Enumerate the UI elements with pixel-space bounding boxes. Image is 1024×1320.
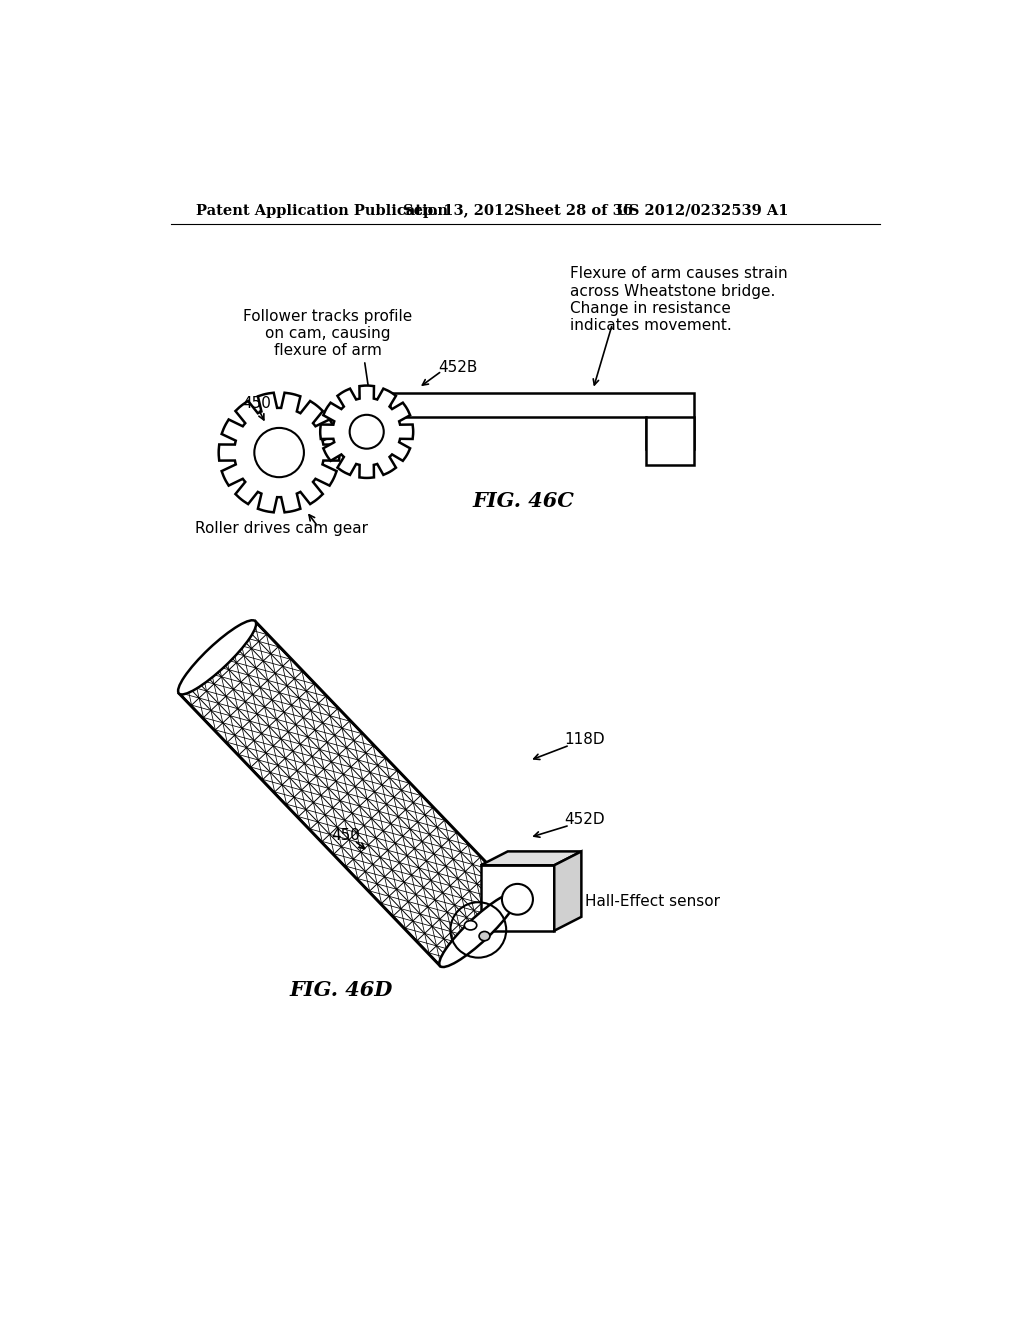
Polygon shape: [219, 393, 340, 512]
Text: 450: 450: [243, 396, 271, 411]
Ellipse shape: [464, 921, 477, 929]
Text: Sheet 28 of 36: Sheet 28 of 36: [514, 203, 633, 218]
Bar: [480, 866, 554, 931]
Text: 450: 450: [331, 829, 359, 843]
Text: Follower tracks profile
on cam, causing
flexure of arm: Follower tracks profile on cam, causing …: [244, 309, 413, 358]
Text: FIG. 46C: FIG. 46C: [472, 491, 574, 511]
Polygon shape: [321, 385, 414, 478]
Text: Hall-Effect sensor: Hall-Effect sensor: [586, 894, 720, 909]
Polygon shape: [480, 851, 582, 866]
Text: US 2012/0232539 A1: US 2012/0232539 A1: [616, 203, 788, 218]
Bar: [646, 417, 693, 465]
Polygon shape: [554, 851, 582, 931]
Circle shape: [502, 884, 532, 915]
Text: Patent Application Publication: Patent Application Publication: [197, 203, 449, 218]
Text: 452B: 452B: [438, 360, 477, 375]
Text: Sep. 13, 2012: Sep. 13, 2012: [403, 203, 515, 218]
Text: 118D: 118D: [564, 733, 605, 747]
Ellipse shape: [479, 932, 489, 941]
Text: FIG. 46D: FIG. 46D: [290, 979, 393, 1001]
Polygon shape: [179, 622, 516, 966]
Ellipse shape: [439, 892, 517, 968]
Text: Roller drives cam gear: Roller drives cam gear: [195, 520, 368, 536]
Text: Flexure of arm causes strain
across Wheatstone bridge.
Change in resistance
indi: Flexure of arm causes strain across Whea…: [569, 267, 787, 334]
Polygon shape: [390, 393, 693, 449]
Text: 452D: 452D: [564, 812, 605, 826]
Ellipse shape: [178, 620, 256, 694]
